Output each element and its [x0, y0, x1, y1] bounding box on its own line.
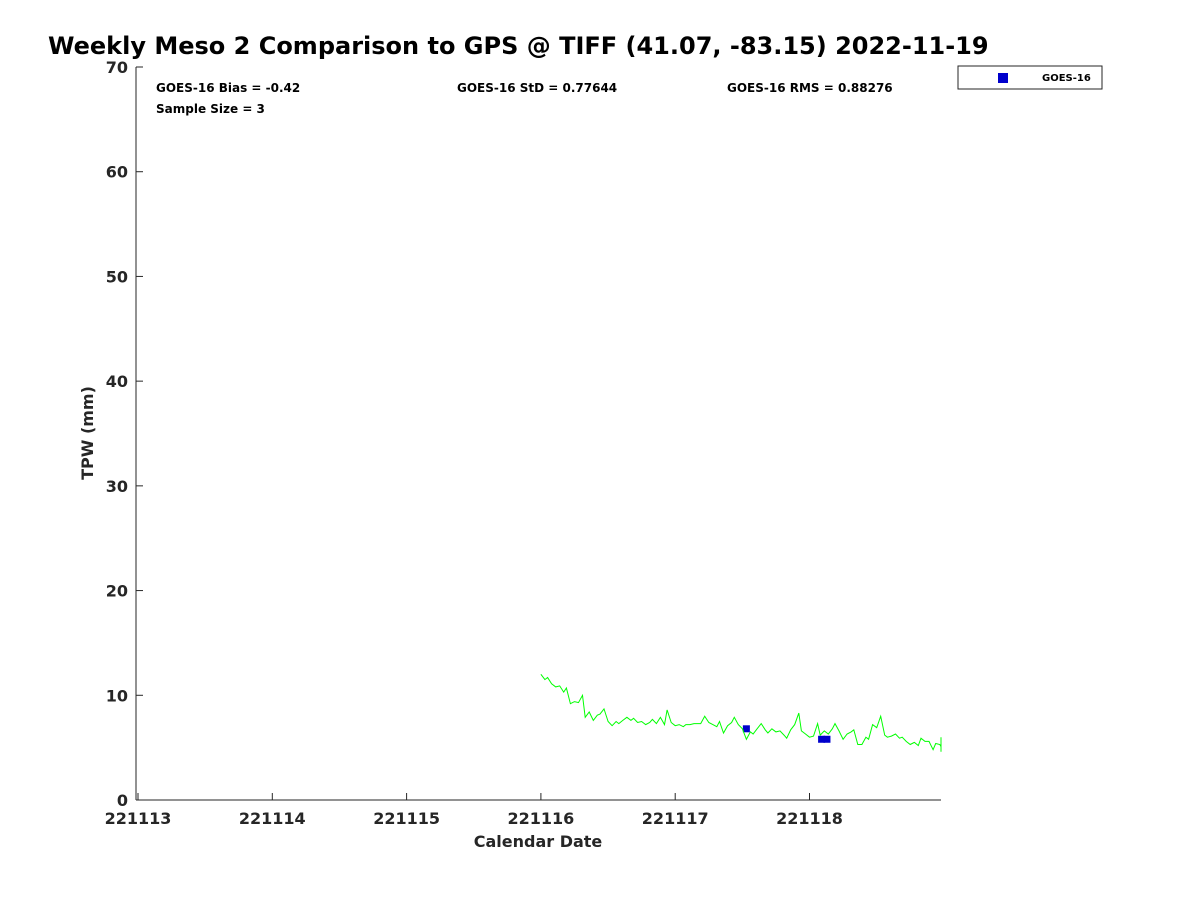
y-tick-label: 0	[117, 791, 128, 810]
stat-rms: GOES-16 RMS = 0.88276	[727, 81, 893, 95]
legend-box	[957, 65, 1103, 90]
y-tick-label: 70	[106, 58, 128, 77]
legend: GOES-16	[957, 65, 1103, 90]
y-tick-label: 50	[106, 267, 128, 286]
plot-area: 0 10 20 30 40 50 60 70 221113 221114 221115 221116…	[105, 58, 942, 828]
legend-marker-goes16	[998, 73, 1008, 83]
y-tick-label: 20	[106, 582, 128, 601]
chart-title: Weekly Meso 2 Comparison to GPS @ TIFF (…	[48, 32, 989, 60]
x-axis-label: Calendar Date	[474, 832, 603, 851]
gps-tpw-line	[540, 673, 942, 752]
legend-label-goes16: GOES-16	[1042, 73, 1091, 84]
goes16-point	[818, 735, 826, 743]
stat-sample-size: Sample Size = 3	[156, 102, 265, 116]
y-tick-label: 30	[106, 477, 128, 496]
x-tick-label: 221114	[239, 809, 306, 828]
x-tick-label: 221116	[508, 809, 575, 828]
goes16-point	[823, 735, 831, 743]
y-tick-label: 10	[106, 686, 128, 705]
x-tick-label: 221115	[373, 809, 440, 828]
series-layer	[540, 673, 942, 752]
x-tick-label: 221113	[105, 809, 172, 828]
stat-bias: GOES-16 Bias = -0.42	[156, 81, 300, 95]
x-tick-label: 221118	[776, 809, 843, 828]
x-ticks: 221113 221114 221115 221116 221117 221118	[105, 793, 843, 828]
y-ticks: 0 10 20 30 40 50 60 70	[106, 58, 143, 810]
stat-std: GOES-16 StD = 0.77644	[457, 81, 617, 95]
y-tick-label: 40	[106, 372, 128, 391]
goes16-point	[742, 725, 750, 733]
y-tick-label: 60	[106, 163, 128, 182]
y-axis-label: TPW (mm)	[78, 386, 97, 480]
x-tick-label: 221117	[642, 809, 709, 828]
